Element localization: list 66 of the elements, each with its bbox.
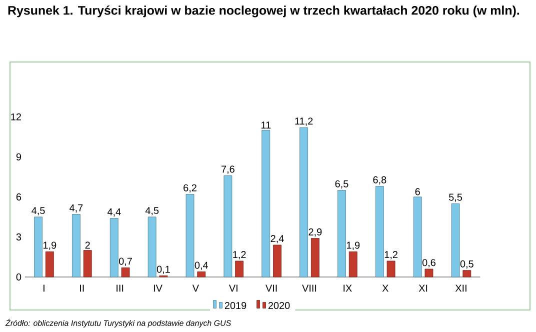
bar <box>235 260 244 278</box>
data-label: 2,4 <box>270 235 284 244</box>
data-label: 2,9 <box>308 228 322 237</box>
bar <box>121 267 130 278</box>
bar <box>224 175 232 278</box>
legend-label: 2020 <box>268 302 290 310</box>
bar <box>300 127 308 278</box>
x-tick-label: VI <box>228 284 238 292</box>
data-label: 7,6 <box>222 166 234 174</box>
data-label: 1,9 <box>346 242 360 250</box>
bar <box>83 250 92 278</box>
legend-label: 2019 <box>224 302 246 310</box>
x-tick-label: II <box>80 284 84 292</box>
data-label: 6,8 <box>373 176 386 185</box>
data-label: 0,7 <box>118 258 132 266</box>
data-label: 0,6 <box>422 259 436 268</box>
data-label: 2 <box>85 242 90 249</box>
y-tick-label: 9 <box>16 153 22 160</box>
bar <box>273 244 282 278</box>
bar <box>386 260 396 278</box>
x-tick-label: VIII <box>302 284 316 292</box>
bar <box>110 218 118 278</box>
bar <box>197 271 206 278</box>
data-label: 4,7 <box>70 204 83 213</box>
bar <box>462 270 472 278</box>
data-label: 0,4 <box>194 262 208 270</box>
bar <box>375 186 384 278</box>
y-tick-label: 12 <box>11 113 21 120</box>
x-tick-label: IV <box>154 284 162 292</box>
y-tick-label: 3 <box>16 233 22 240</box>
x-tick-label: V <box>192 284 199 292</box>
bar <box>186 194 194 278</box>
x-tick-label: XI <box>418 284 428 292</box>
x-tick-label: X <box>382 284 388 292</box>
data-label: 1,2 <box>233 251 246 260</box>
bar <box>338 190 346 278</box>
y-tick-label: 0 <box>16 273 22 281</box>
data-label: 4,5 <box>145 207 159 216</box>
bar <box>451 203 460 278</box>
data-label: 1,9 <box>43 242 56 250</box>
data-label: 1,2 <box>384 251 398 260</box>
x-tick-label: XII <box>455 284 466 292</box>
x-tick-label: IX <box>344 284 352 292</box>
bar <box>72 214 80 278</box>
x-tick-label: VII <box>266 284 277 292</box>
data-label: 4,4 <box>107 208 121 217</box>
chart-title: Rysunek 1. Turyści krajowi w bazie noclegowej w trzech kwartałach 2020 roku (w mln). <box>8 6 520 18</box>
bar <box>148 216 156 278</box>
data-label: 4,5 <box>32 207 45 216</box>
bar <box>45 251 54 278</box>
bar <box>413 196 422 278</box>
data-label: 0,1 <box>156 266 170 274</box>
x-tick-label: III <box>116 284 124 292</box>
bar <box>310 238 320 278</box>
bar <box>34 216 42 278</box>
bar <box>262 130 270 278</box>
data-label: 6,5 <box>335 180 348 189</box>
data-label: 5,5 <box>449 194 462 202</box>
data-label: 11,2 <box>295 118 313 126</box>
data-label: 11 <box>261 122 271 128</box>
data-label: 6,2 <box>184 184 196 193</box>
y-tick-label: 6 <box>16 193 22 200</box>
data-label: 0,5 <box>460 260 474 269</box>
bar <box>424 268 434 278</box>
bar <box>348 251 358 278</box>
data-label: 6 <box>415 188 420 196</box>
